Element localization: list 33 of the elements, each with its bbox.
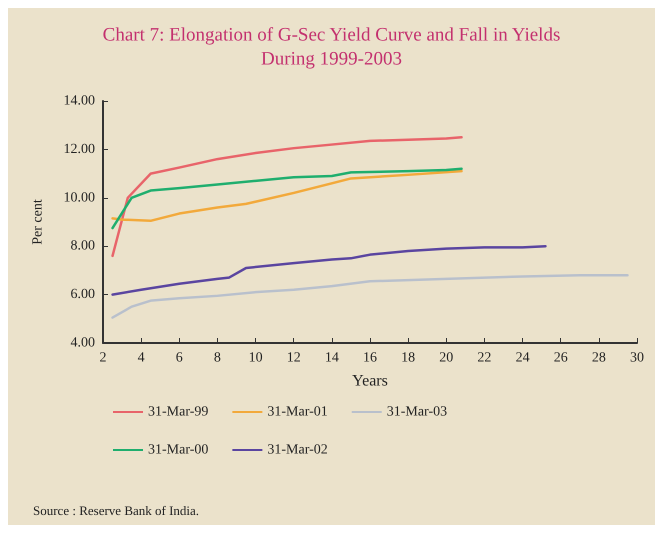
legend-label: 31-Mar-00 (148, 442, 208, 458)
y-tick-label: 12.00 (64, 142, 95, 157)
y-tick-label: 10.00 (64, 190, 95, 206)
x-tick-label: 30 (630, 350, 644, 366)
x-tick-label: 8 (214, 350, 221, 366)
x-tick-label: 16 (363, 350, 377, 366)
legend-label: 31-Mar-01 (267, 404, 328, 420)
y-tick-label: 14.00 (64, 94, 95, 108)
x-tick-label: 28 (592, 350, 606, 366)
x-tick-label: 6 (176, 350, 183, 366)
x-tick-label: 14 (324, 350, 339, 366)
x-axis-title: Years (352, 372, 388, 390)
x-tick-label: 12 (286, 350, 301, 366)
y-tick-label: 6.00 (70, 287, 95, 302)
source-note: Source : Reserve Bank of India. (33, 503, 200, 518)
legend-label: 31-Mar-99 (148, 404, 208, 420)
legend-label: 31-Mar-02 (267, 442, 328, 458)
x-tick-label: 10 (248, 350, 263, 366)
x-tick-label: 18 (401, 350, 416, 366)
legend-label: 31-Mar-03 (386, 404, 448, 420)
line-series (111, 274, 629, 319)
x-tick-label: 26 (554, 350, 568, 366)
y-axis-title: Per cent (30, 199, 46, 245)
x-tick-label: 24 (516, 350, 530, 366)
x-tick-label: 22 (477, 350, 492, 366)
y-tick-label: 4.00 (70, 336, 95, 350)
x-tick-label: 4 (138, 350, 145, 366)
chart-title: Chart 7: Elongation of G-Sec Yield Curve and Fall in Yields During 1999-2003 (102, 24, 560, 70)
x-tick-label: 20 (439, 350, 454, 366)
x-tick-label: 2 (100, 350, 106, 366)
line-series (111, 136, 463, 258)
y-tick-label: 8.00 (70, 238, 95, 254)
line-series (111, 244, 547, 296)
